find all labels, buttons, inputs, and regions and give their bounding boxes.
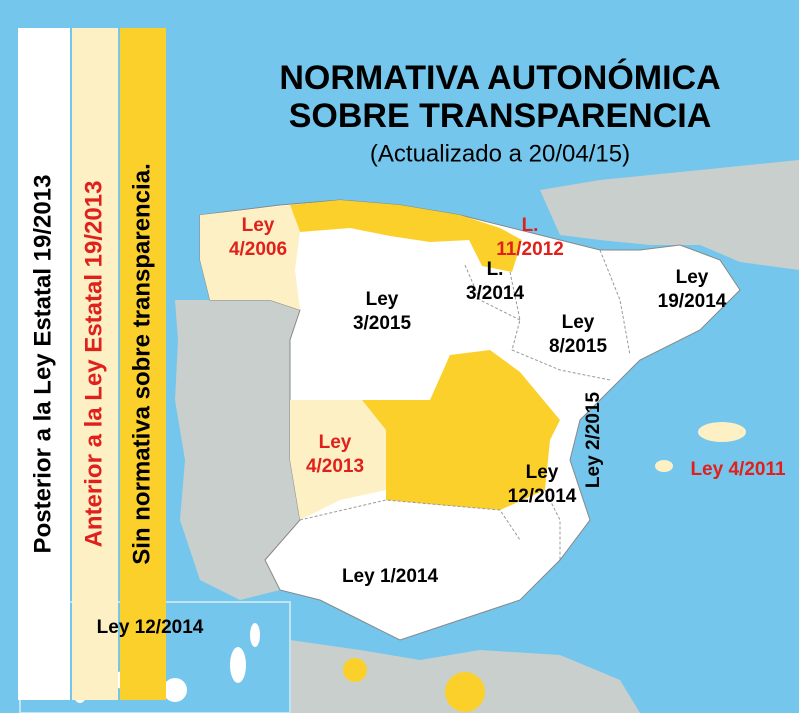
island (163, 678, 187, 702)
island (655, 460, 673, 472)
region-label: Ley 12/2014 (97, 617, 204, 638)
region-label: Ley (562, 312, 595, 333)
castilla-la-mancha (362, 350, 560, 510)
island (698, 422, 746, 442)
region-label: Ley 2/2015 (583, 392, 604, 489)
border (544, 489, 561, 560)
border (299, 499, 521, 541)
region-label: Ley (366, 289, 399, 310)
legend-bar (18, 28, 70, 700)
melilla (445, 672, 485, 712)
ceuta (343, 658, 367, 682)
region-label: 4/2013 (306, 456, 364, 477)
region-label: 3/2014 (466, 283, 525, 304)
region-label: 11/2012 (496, 239, 564, 260)
region-label: 19/2014 (658, 291, 727, 312)
region-label: Ley (676, 267, 709, 288)
legend-bar (120, 28, 166, 700)
border (509, 271, 611, 381)
extremadura (290, 400, 386, 520)
region-label: Ley (242, 215, 275, 236)
region-label: Ley 1/2014 (342, 566, 439, 587)
legend-label: Sin normativa sobre transparencia. (128, 163, 155, 564)
island (230, 647, 246, 683)
title: NORMATIVA AUTONÓMICA (279, 59, 720, 97)
baleares (655, 422, 746, 472)
france (540, 160, 799, 270)
island (250, 623, 260, 647)
border (464, 264, 521, 321)
legend-label: Anterior a la Ley Estatal 19/2013 (80, 181, 107, 548)
region-label: Ley 4/2011 (690, 459, 786, 480)
galicia (200, 205, 300, 310)
legend-bar (72, 28, 118, 700)
border (599, 249, 631, 356)
region-label: L. (487, 259, 504, 280)
navarra (460, 215, 522, 272)
region-label: Ley (319, 432, 352, 453)
region-label: L. (522, 215, 539, 236)
legend-label: Posterior a la Ley Estatal 19/2013 (29, 175, 56, 554)
region-label: 3/2015 (353, 313, 412, 334)
subtitle: (Actualizado a 20/04/15) (370, 140, 630, 167)
region-label: Ley (526, 462, 559, 483)
region-label: 8/2015 (549, 336, 608, 357)
borders (299, 249, 631, 560)
region-label: 12/2014 (508, 486, 577, 507)
portugal (175, 300, 300, 600)
region-label: 4/2006 (229, 239, 287, 260)
title: SOBRE TRANSPARENCIA (289, 97, 712, 135)
cantabrian-coast (290, 200, 470, 242)
